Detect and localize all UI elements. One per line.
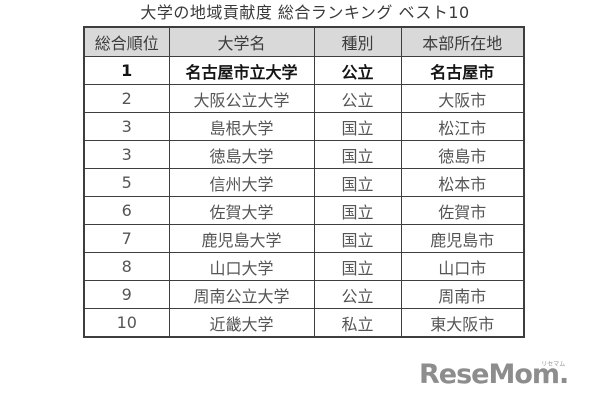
university-cell: 徳島大学 bbox=[168, 140, 315, 169]
rank-cell: 9 bbox=[83, 280, 170, 309]
university-cell: 近畿大学 bbox=[168, 308, 315, 338]
location-cell: 松江市 bbox=[400, 112, 525, 141]
table-row: 6 佐賀大学 国立 佐賀市 bbox=[83, 196, 525, 225]
ranking-table: 総合順位 大学名 種別 本部所在地 1 名古屋市立大学 公立 名古屋市 2 大阪公立大学公… bbox=[83, 26, 525, 338]
university-cell: 佐賀大学 bbox=[168, 196, 315, 225]
type-cell: 公立 bbox=[313, 84, 402, 113]
table-row: 7 鹿児島大学 国立 鹿児島市 bbox=[83, 224, 525, 253]
table-row: 3 島根大学 国立 松江市 bbox=[83, 112, 525, 141]
ranking-title: 大学の地域貢献度 総合ランキング ベスト10 bbox=[140, 3, 470, 22]
location-cell: 大阪市 bbox=[400, 84, 525, 113]
type-cell: 国立 bbox=[313, 252, 402, 281]
rank-cell: 1 bbox=[83, 56, 170, 85]
rank-cell: 7 bbox=[83, 224, 170, 253]
header-row: 総合順位 大学名 種別 本部所在地 bbox=[83, 26, 525, 57]
table-row: 1 名古屋市立大学 公立 名古屋市 bbox=[83, 56, 525, 85]
rank-cell: 3 bbox=[83, 140, 170, 169]
university-cell: 島根大学 bbox=[168, 112, 315, 141]
rank-cell: 5 bbox=[83, 168, 170, 197]
type-cell: 国立 bbox=[313, 112, 402, 141]
type-cell: 国立 bbox=[313, 196, 402, 225]
university-cell: 大阪公立大学 bbox=[168, 84, 315, 113]
university-cell: 山口大学 bbox=[168, 252, 315, 281]
table-row: 2 大阪公立大学 公立 大阪市 bbox=[83, 84, 525, 113]
type-cell: 私立 bbox=[313, 308, 402, 338]
type-cell: 国立 bbox=[313, 140, 402, 169]
location-cell: 名古屋市 bbox=[400, 56, 525, 85]
column-header-type: 種別 bbox=[313, 26, 402, 57]
resemom-logo-ruby: リセマム bbox=[541, 361, 566, 368]
column-header-rank: 総合順位 bbox=[83, 26, 170, 57]
type-cell: 公立 bbox=[313, 56, 402, 85]
location-cell: 山口市 bbox=[400, 252, 525, 281]
university-cell: 周南公立大学 bbox=[168, 280, 315, 309]
column-header-location: 本部所在地 bbox=[400, 26, 525, 57]
location-cell: 鹿児島市 bbox=[400, 224, 525, 253]
location-cell: 佐賀市 bbox=[400, 196, 525, 225]
type-cell: 国立 bbox=[313, 168, 402, 197]
location-cell: 徳島市 bbox=[400, 140, 525, 169]
type-cell: 国立 bbox=[313, 224, 402, 253]
location-cell: 周南市 bbox=[400, 280, 525, 309]
location-cell: 東大阪市 bbox=[400, 308, 525, 338]
type-cell: 公立 bbox=[313, 280, 402, 309]
column-header-university: 大学名 bbox=[168, 26, 315, 57]
table-row: 9 周南公立大学 公立 周南市 bbox=[83, 280, 525, 309]
resemom-logo-text: ReseMom bbox=[419, 359, 560, 390]
table-row: 3 徳島大学 国立 徳島市 bbox=[83, 140, 525, 169]
university-cell: 信州大学 bbox=[168, 168, 315, 197]
table-row: 10 近畿大学 私立 東大阪市 bbox=[83, 308, 525, 338]
rank-cell: 2 bbox=[83, 84, 170, 113]
resemom-logo: ReseMom. リセマム bbox=[419, 358, 569, 394]
university-cell: 名古屋市立大学 bbox=[168, 56, 315, 85]
rank-cell: 10 bbox=[83, 308, 170, 338]
rank-cell: 8 bbox=[83, 252, 170, 281]
table-row: 8 山口大学 国立 山口市 bbox=[83, 252, 525, 281]
table-body: 1 名古屋市立大学 公立 名古屋市 2 大阪公立大学 公立 大阪市 3 島根大学 国立 松江市 3 徳島大… bbox=[83, 56, 525, 338]
table-row: 5 信州大学 国立 松本市 bbox=[83, 168, 525, 197]
location-cell: 松本市 bbox=[400, 168, 525, 197]
rank-cell: 6 bbox=[83, 196, 170, 225]
university-cell: 鹿児島大学 bbox=[168, 224, 315, 253]
table-header: 総合順位 大学名 種別 本部所在地 bbox=[83, 26, 525, 57]
resemom-logo-period: . bbox=[559, 359, 570, 390]
rank-cell: 3 bbox=[83, 112, 170, 141]
